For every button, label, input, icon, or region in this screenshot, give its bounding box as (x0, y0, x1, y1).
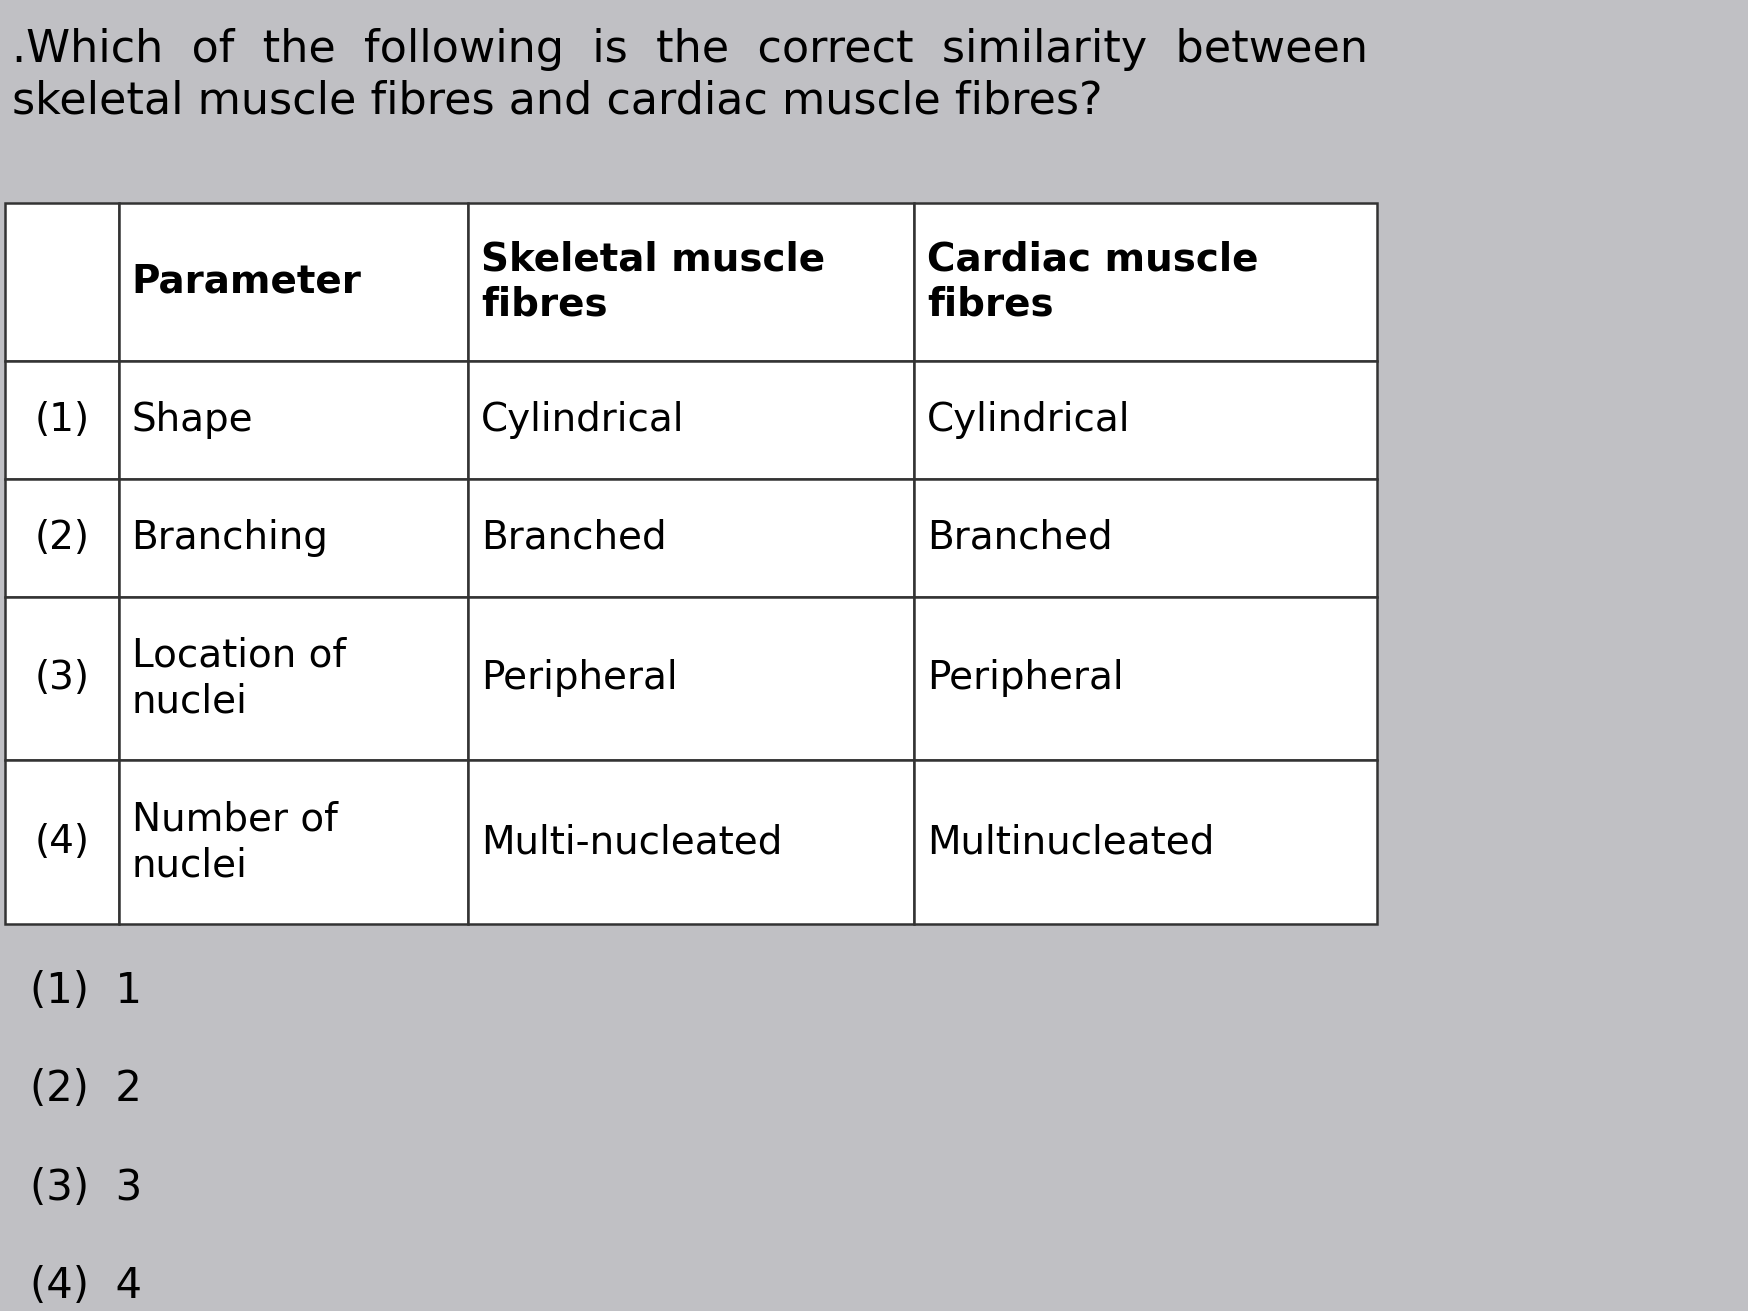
Text: .Which  of  the  following  is  the  correct  similarity  between: .Which of the following is the correct s… (12, 28, 1369, 71)
Bar (468, 203, 914, 361)
Bar (468, 760, 914, 924)
Bar (468, 479, 914, 597)
Bar (5, 203, 119, 361)
Bar (5, 597, 119, 760)
Bar (119, 597, 468, 760)
Text: Cylindrical: Cylindrical (926, 401, 1131, 438)
Text: Cardiac muscle
fibres: Cardiac muscle fibres (926, 240, 1259, 324)
Bar (468, 597, 914, 760)
Bar (914, 597, 1377, 760)
Text: skeletal muscle fibres and cardiac muscle fibres?: skeletal muscle fibres and cardiac muscl… (12, 80, 1103, 123)
Bar (5, 760, 119, 924)
Text: (1): (1) (35, 401, 89, 438)
Text: Multi-nucleated: Multi-nucleated (481, 823, 783, 861)
Bar (5, 479, 119, 597)
Text: (1)  1: (1) 1 (30, 970, 142, 1012)
Bar (119, 203, 468, 361)
Bar (119, 361, 468, 479)
Bar (468, 361, 914, 479)
Text: Multinucleated: Multinucleated (926, 823, 1215, 861)
Text: (2)  2: (2) 2 (30, 1068, 142, 1110)
Text: Branched: Branched (481, 519, 666, 556)
Bar (914, 760, 1377, 924)
Bar (914, 361, 1377, 479)
Bar (914, 479, 1377, 597)
Text: Cylindrical: Cylindrical (481, 401, 685, 438)
Bar (119, 760, 468, 924)
Text: Parameter: Parameter (131, 264, 362, 300)
Text: (3)  3: (3) 3 (30, 1167, 142, 1209)
Text: (2): (2) (35, 519, 89, 556)
Text: (3): (3) (35, 659, 89, 697)
Text: Location of
nuclei: Location of nuclei (131, 637, 346, 720)
Text: Branched: Branched (926, 519, 1112, 556)
Text: Branching: Branching (131, 519, 329, 556)
Text: Number of
nuclei: Number of nuclei (131, 801, 337, 884)
Text: (4)  4: (4) 4 (30, 1265, 142, 1307)
Text: Shape: Shape (131, 401, 253, 438)
Bar (119, 479, 468, 597)
Text: (4): (4) (35, 823, 89, 861)
Text: Peripheral: Peripheral (926, 659, 1124, 697)
Bar (5, 361, 119, 479)
Text: Peripheral: Peripheral (481, 659, 678, 697)
Bar (914, 203, 1377, 361)
Text: Skeletal muscle
fibres: Skeletal muscle fibres (481, 240, 825, 324)
